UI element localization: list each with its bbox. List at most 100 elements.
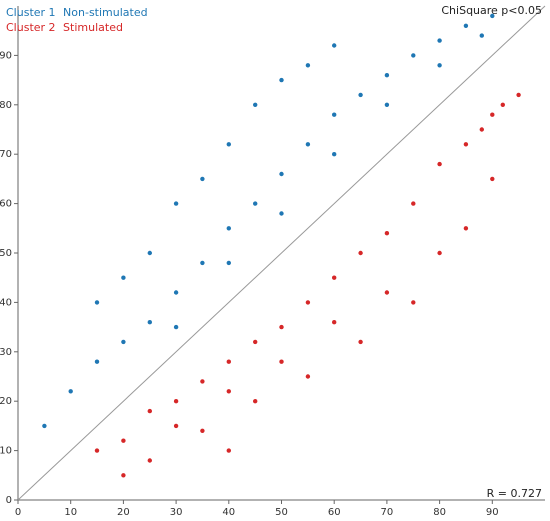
cluster-2-point [200,428,205,433]
cluster-1-point [94,359,100,364]
x-tick-label: 40 [222,507,235,518]
cluster-1-point [305,142,311,147]
cluster-2-point [384,290,390,295]
cluster-1-point [305,63,311,68]
cluster-2-point [463,142,469,147]
cluster-2-point [332,275,337,280]
cluster-1-point [173,324,179,330]
x-tick-label: 50 [275,507,288,518]
y-tick-label: 70 [0,149,12,160]
cluster-1-point [384,73,390,78]
cluster-2-point [121,473,126,478]
y-tick-label: 10 [0,446,12,457]
cluster-2-point [516,92,521,98]
cluster-2-point [358,339,363,345]
chi-square-annotation: ChiSquare p<0.05 [441,4,542,17]
cluster-2-point [173,399,179,404]
cluster-2-point [226,389,231,394]
cluster-1-point [332,43,337,48]
legend: Cluster 1 Non-stimulated Cluster 2 Stimu… [6,6,148,34]
cluster-2-point [411,300,416,305]
cluster-2-point [253,399,258,404]
cluster-2-point [226,448,231,453]
cluster-1-point [121,275,126,280]
y-tick-label: 80 [0,100,12,111]
x-tick-label: 80 [433,507,446,518]
y-tick-label: 90 [0,50,12,61]
cluster-1-point [147,250,152,256]
cluster-1-point [253,201,258,206]
cluster-1-point [332,112,337,117]
legend-cluster-1-label: Cluster 1 [6,6,56,19]
cluster-2-point [358,250,363,256]
legend-entry-cluster-1: Cluster 1 Non-stimulated [6,6,148,19]
cluster-1-point [279,77,284,83]
legend-cluster-2-name: Stimulated [63,21,123,34]
x-tick-label: 0 [15,507,21,518]
cluster-1-point [200,260,205,266]
cluster-2-point [500,102,505,108]
cluster-2-point [121,438,126,443]
cluster-2-point [279,359,284,364]
cluster-1-point [173,201,179,206]
cluster-1-point [384,102,390,108]
data-points [42,13,521,478]
legend-entry-cluster-2: Cluster 2 Stimulated [6,21,123,34]
cluster-1-point [147,320,152,325]
cluster-2-point [490,176,495,182]
cluster-2-point [94,448,100,453]
cluster-2-point [384,231,390,236]
cluster-2-point [147,458,152,463]
cluster-2-point [305,374,311,379]
x-tick-label: 60 [328,507,341,518]
plot-area: 0 10 20 30 40 50 60 70 80 90 0 10 20 30 40 50 60 70 80 90 [0,5,546,518]
cluster-1-point [42,423,47,429]
cluster-2-point [147,408,152,414]
cluster-1-point [200,176,205,182]
cluster-1-point [411,53,416,58]
cluster-1-point [437,63,442,68]
cluster-1-point [358,92,363,98]
cluster-1-point [279,171,284,177]
cluster-2-point [463,226,469,231]
x-tick-label: 10 [64,507,77,518]
cluster-1-point [479,33,484,38]
cluster-2-point [253,339,258,345]
y-tick-label: 50 [0,248,12,259]
cluster-2-point [437,250,442,256]
cluster-2-point [437,161,442,167]
cluster-2-point [200,379,205,384]
cluster-2-point [490,112,495,117]
y-tick-label: 20 [0,396,12,407]
y-tick-label: 40 [0,297,12,308]
legend-cluster-1-name: Non-stimulated [63,6,148,19]
cluster-1-point [463,23,469,28]
x-tick-label: 90 [486,507,499,518]
y-tick-label: 60 [0,199,12,210]
cluster-1-point [226,226,231,231]
cluster-1-point [279,211,284,216]
cluster-1-point [68,389,73,394]
cluster-1-point [94,300,100,305]
cluster-1-point [226,142,231,147]
y-tick-label: 30 [0,347,12,358]
x-tick-label: 20 [117,507,130,518]
y-ticks: 0 10 20 30 40 50 60 70 80 90 [0,50,18,506]
correlation-annotation: R = 0.727 [487,487,542,500]
legend-cluster-2-label: Cluster 2 [6,21,56,34]
x-ticks: 0 10 20 30 40 50 60 70 80 90 [15,500,499,518]
cluster-1-point [490,13,495,19]
x-tick-label: 30 [170,507,183,518]
cluster-1-point [226,260,231,266]
cluster-2-point [411,201,416,206]
cluster-1-point [121,339,126,345]
cluster-2-point [279,324,284,330]
x-tick-label: 70 [381,507,394,518]
cluster-2-point [305,300,311,305]
cluster-2-point [479,127,484,132]
cluster-1-point [437,38,442,43]
cluster-2-point [226,359,231,364]
cluster-1-point [332,152,337,157]
cluster-1-point [253,102,258,108]
